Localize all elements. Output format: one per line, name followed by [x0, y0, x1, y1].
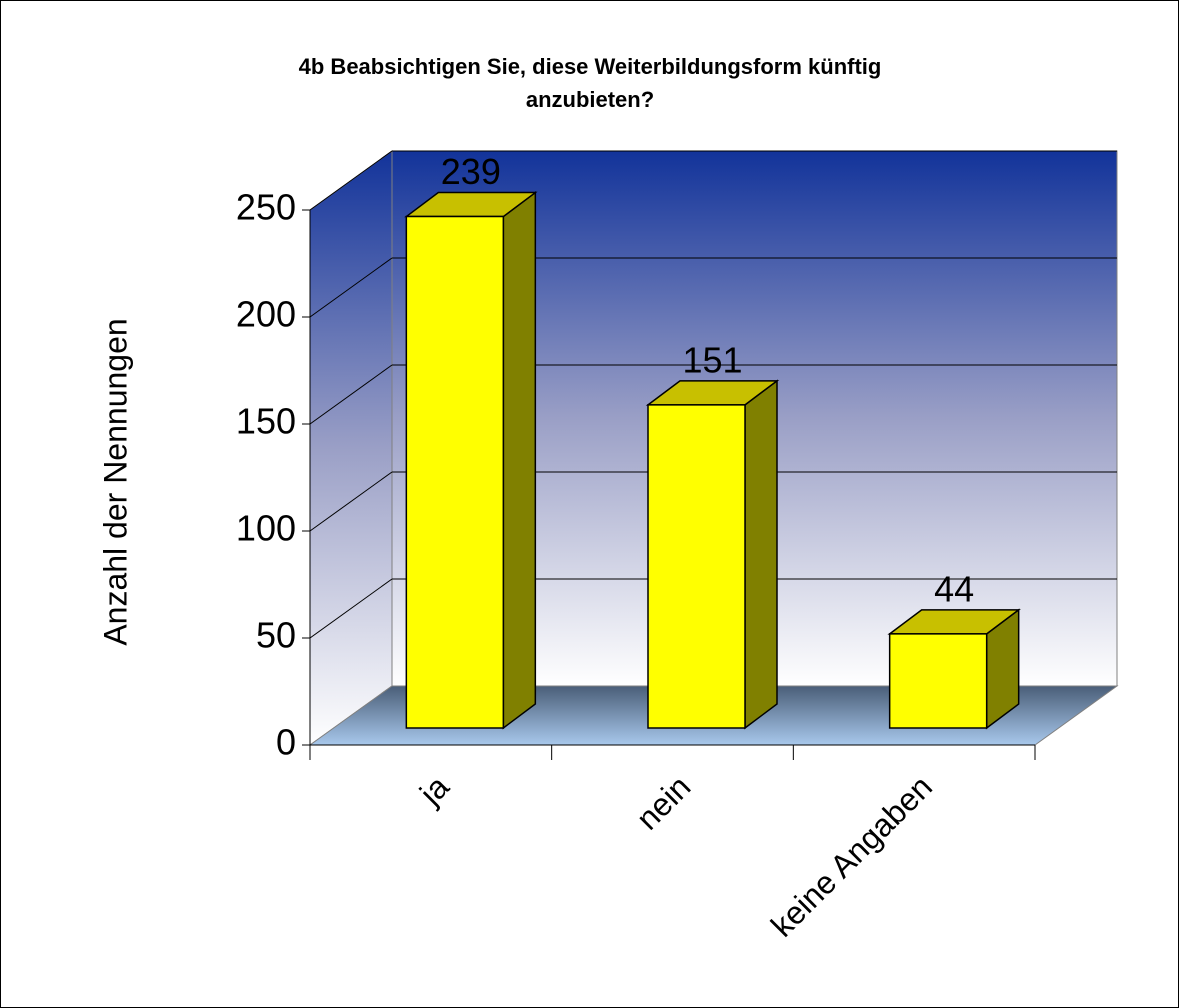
grid-line [309, 257, 393, 318]
y-tick-label: 200 [236, 294, 296, 335]
grid-line [309, 364, 393, 425]
bar-face [744, 379, 778, 730]
bar-face [647, 404, 746, 729]
bar-face [888, 633, 988, 729]
value-label: 151 [682, 339, 742, 380]
y-tick-label: 150 [236, 401, 296, 442]
side-wall [309, 150, 393, 746]
y-tick-label: 50 [256, 615, 296, 656]
grid-line [309, 578, 393, 639]
y-tick-label: 250 [236, 187, 296, 228]
bar-face [502, 191, 537, 730]
y-tick-label: 100 [236, 508, 296, 549]
bar [645, 379, 780, 730]
grid-line [309, 150, 393, 211]
y-tick-label: 0 [276, 722, 296, 763]
value-label: 239 [441, 151, 501, 192]
grid-line [309, 471, 393, 532]
value-label: 44 [934, 568, 974, 609]
bar-face [405, 215, 505, 729]
y-axis-label: Anzahl der Nennungen [97, 318, 133, 645]
bar [404, 191, 538, 730]
chart-title: anzubieten? [526, 87, 654, 112]
bar [887, 608, 1021, 730]
chart-title: 4b Beabsichtigen Sie, diese Weiterbildun… [299, 54, 882, 79]
